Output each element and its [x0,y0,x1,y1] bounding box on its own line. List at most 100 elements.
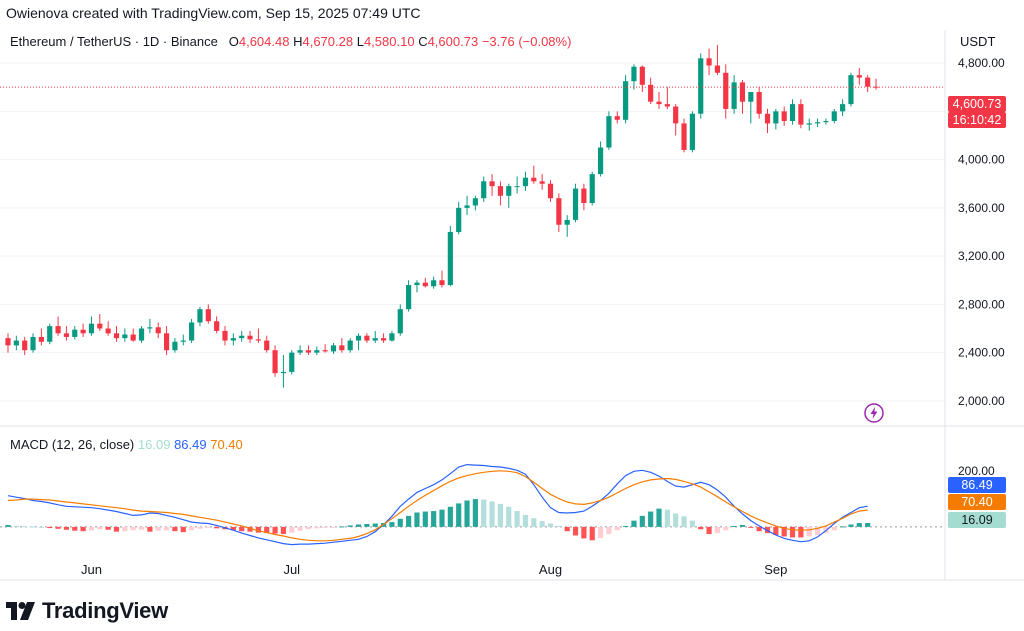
macd-hist-bar [147,526,153,532]
macd-hist-bar [831,526,837,531]
candle-body [714,65,721,73]
macd-hist-bar [806,526,812,537]
macd-hist-bar [197,526,203,529]
candle-body [631,66,637,82]
open-value: 4,604.48 [238,34,290,49]
price-tick-label: 2,400.00 [958,346,1005,360]
macd-hist-bar [739,524,746,527]
macd-hist-bar [264,526,270,534]
candle-body [247,335,253,340]
macd-hist-bar [305,526,312,530]
candle-body [506,186,512,196]
macd-hist-bar [648,511,654,527]
macd-hist-bar [789,526,796,538]
macd-hist-bar [814,526,821,536]
candle-body [113,333,120,339]
candle-body [214,321,220,331]
macd-hist-bar [781,526,787,537]
macd-hist-bar [172,526,178,532]
macd-hist-bar [180,526,186,533]
macd-hist-bar [497,503,504,527]
macd-hist-bar [472,499,478,527]
macd-hist-bar [330,526,337,528]
candle-body [497,186,504,196]
candle-body [289,352,295,372]
candle-body [122,334,128,339]
candle-body [723,72,729,109]
candle-body [664,104,670,107]
macd-title: MACD (12, 26, close) [10,437,135,452]
macd-hist-bar [539,521,545,527]
macd-histogram [5,499,871,541]
candle-body [648,84,654,102]
candle-body [63,333,70,337]
candle-body [30,336,36,351]
candle-body [130,334,136,341]
macd-hist-bar [865,523,871,527]
candle-body [706,58,712,66]
low-value: 4,580.10 [363,34,415,49]
candle-body [422,282,428,287]
macd-axis-tick: 200.00 [958,464,995,478]
candle-body [614,116,620,120]
candle-body [264,340,270,351]
macd-hist-bar [339,526,345,528]
macd-hist-bar [731,525,737,527]
macd-hist-bar [856,523,862,527]
macd-hist-bar [764,526,771,534]
macd-hist-bar [30,526,36,528]
candle-body [138,328,145,341]
macd-hist-bar [155,526,161,531]
macd-hist-bar [163,526,170,531]
macd-hist-bar [689,520,695,527]
candle-body [589,174,595,204]
date-label: Jun [81,562,102,577]
macd-hist-bar [397,518,403,527]
macd-hist-bar [439,509,445,527]
tradingview-logo: TradingView [6,598,168,624]
macd-hist-bar [372,523,378,527]
macd-hist-bar [289,526,295,533]
high-label: H [293,34,303,49]
candle-body [848,75,854,105]
macd-hist-bar [623,525,629,527]
candle-body [856,75,862,78]
macd-hist-bar [122,526,128,532]
candle-body [297,350,303,353]
candle-body [272,350,278,374]
date-label: Sep [764,562,787,577]
candle-body [806,123,812,125]
candle-body [823,121,829,123]
candle-body [489,181,495,187]
hist-value-tag: 16.09 [948,512,1006,528]
macd-hist-bar [22,526,28,528]
candle-body [739,82,746,102]
grid-lines [0,62,945,402]
macd-hist-bar [639,515,645,527]
macd-hist-bar [447,506,453,527]
macd-hist-bar [706,526,712,535]
close-label: C [418,34,428,49]
macd-line-value: 86.49 [174,437,207,452]
candle-body [80,329,86,334]
candle-body [305,350,312,353]
candle-body [556,198,562,225]
candle-body [656,101,662,105]
macd-hist-bar [597,526,604,538]
macd-hist-bar [314,526,320,529]
macd-hist-bar [355,524,362,527]
macd-hist-bar [531,518,537,527]
candle-body [364,335,370,341]
macd-hist-bar [589,526,595,541]
candle-body [47,326,53,342]
lightning-icon[interactable] [864,403,884,423]
macd-hist-bar [481,499,487,527]
macd-hist-bar [13,525,19,527]
macd-hist-bar [72,526,78,531]
macd-hist-bar [698,526,704,530]
candle-body [789,104,796,121]
candle-body [172,341,178,351]
macd-hist-bar [389,522,395,527]
candle-body [380,338,387,341]
